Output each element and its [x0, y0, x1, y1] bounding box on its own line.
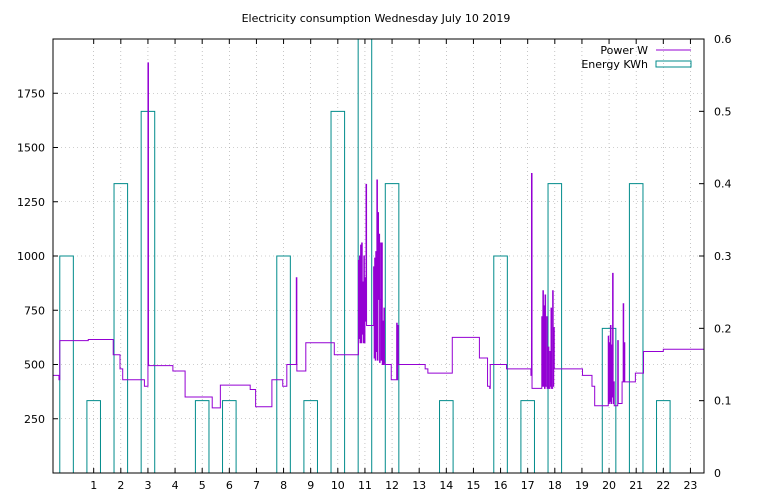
legend: Power W Energy KWh [581, 44, 692, 71]
energy-bar [303, 400, 318, 473]
x-tick-label: 19 [575, 479, 589, 492]
x-tick-label: 6 [226, 479, 233, 492]
y2-tick-label: 0.3 [714, 250, 732, 263]
x-tick-label: 11 [358, 479, 372, 492]
x-tick-label: 2 [117, 479, 124, 492]
x-tick-label: 12 [385, 479, 399, 492]
x-tick-label: 4 [172, 479, 179, 492]
y2-tick-label: 0.5 [714, 105, 732, 118]
y-axis-left: 250 500 750 1000 1250 1500 1750 [17, 87, 58, 426]
x-tick-label: 22 [656, 479, 670, 492]
energy-bar [222, 400, 237, 473]
y-tick-label: 1250 [17, 196, 45, 209]
y2-tick-label: 0.6 [714, 33, 732, 46]
x-tick-label: 18 [548, 479, 562, 492]
y-tick-label: 500 [24, 359, 45, 372]
y2-tick-label: 0.1 [714, 395, 732, 408]
power-line [53, 62, 704, 409]
energy-bar [656, 400, 671, 473]
y-tick-label: 1750 [17, 87, 45, 100]
legend-power-label: Power W [600, 44, 648, 57]
energy-bar [384, 183, 400, 473]
chart-title: Electricity consumption Wednesday July 1… [242, 12, 511, 25]
x-tick-label: 1 [90, 479, 97, 492]
energy-bar [330, 110, 346, 473]
x-tick-label: 13 [412, 479, 426, 492]
y2-tick-label: 0.2 [714, 322, 732, 335]
y-tick-label: 1500 [17, 142, 45, 155]
energy-bar [86, 400, 101, 473]
energy-bar [439, 400, 454, 473]
power-series [53, 62, 704, 409]
energy-bar [520, 400, 535, 473]
x-tick-label: 7 [253, 479, 260, 492]
y-tick-label: 1000 [17, 250, 45, 263]
x-axis: 1 2 3 4 5 6 7 8 9 10 11 12 13 14 15 16 17 18 19 20 21 22 23 [90, 39, 697, 492]
x-tick-label: 16 [494, 479, 508, 492]
energy-bar [194, 400, 210, 473]
y2-tick-label: 0.4 [714, 178, 732, 191]
y-axis-right: 0 0.1 0.2 0.3 0.4 0.5 0.6 [699, 33, 732, 480]
energy-bar [628, 183, 644, 473]
legend-energy-label: Energy KWh [581, 58, 648, 71]
x-tick-label: 5 [199, 479, 206, 492]
x-tick-label: 8 [280, 479, 287, 492]
x-tick-label: 14 [439, 479, 453, 492]
energy-bar [113, 183, 129, 473]
x-tick-label: 23 [683, 479, 697, 492]
y2-tick-label: 0 [714, 467, 721, 480]
legend-energy-swatch [655, 60, 692, 68]
x-tick-label: 10 [331, 479, 345, 492]
x-tick-label: 3 [144, 479, 151, 492]
x-tick-label: 21 [629, 479, 643, 492]
y-tick-label: 750 [24, 304, 45, 317]
y-tick-label: 250 [24, 413, 45, 426]
x-tick-label: 17 [521, 479, 535, 492]
x-tick-label: 9 [307, 479, 314, 492]
energy-bar [601, 327, 617, 473]
energy-bar [547, 183, 563, 473]
x-tick-label: 20 [602, 479, 616, 492]
x-tick-label: 15 [466, 479, 480, 492]
